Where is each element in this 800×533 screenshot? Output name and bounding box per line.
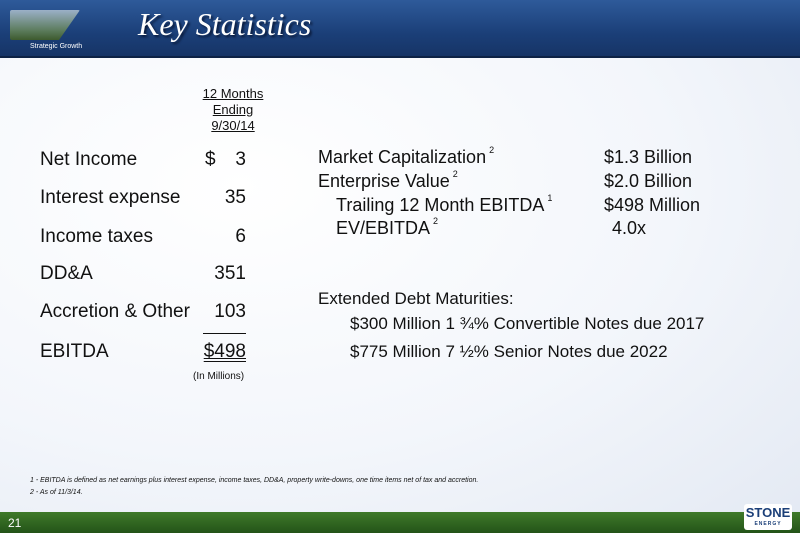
row-label-accretion: Accretion & Other [40, 301, 190, 322]
stat-label-trailing-ebitda: Trailing 12 Month EBITDA 1 [336, 193, 553, 215]
row-value-dda: 351 [214, 263, 246, 284]
debt-item: $775 Million 7 ½% Senior Notes due 2022 [350, 342, 668, 361]
footnote: 2 - As of 11/3/14. [30, 489, 83, 496]
page-number: 21 [8, 516, 22, 530]
column-header: 12 Months Ending 9/30/14 [188, 86, 278, 134]
header-bar [0, 0, 800, 58]
row-value-income-taxes: 6 [235, 226, 246, 247]
units-note: (In Millions) [193, 371, 245, 382]
row-label-ebitda: EBITDA [40, 341, 109, 362]
row-value-ebitda: $498 [203, 341, 246, 362]
sum-divider [203, 333, 246, 334]
row-value-accretion: 103 [214, 301, 246, 322]
stat-value-ev-ebitda: 4.0x [612, 218, 647, 238]
column-header-line: 12 Months [202, 86, 264, 101]
debt-item: $300 Million 1 ¾% Convertible Notes due … [350, 314, 705, 333]
currency-symbol: $ [205, 149, 216, 170]
row-label-income-taxes: Income taxes [40, 226, 153, 247]
stat-value-trailing-ebitda: $498 Million [604, 195, 701, 215]
page-title: Key Statistics [138, 6, 312, 42]
debt-heading: Extended Debt Maturities: [318, 289, 514, 308]
row-value-interest-expense: 35 [224, 187, 246, 208]
stat-label-ev-ebitda: EV/EBITDA 2 [336, 216, 439, 238]
company-logo: STONE ENERGY [744, 504, 792, 530]
footnotes: 1 - EBITDA is defined as net earnings pl… [30, 475, 478, 499]
tagline: Strategic Growth [30, 43, 83, 50]
footer-bar [0, 512, 800, 533]
row-label-interest-expense: Interest expense [40, 187, 181, 208]
column-header-line: Ending [212, 102, 254, 117]
stat-value-enterprise-value: $2.0 Billion [604, 171, 693, 191]
logo-text: STONE [745, 505, 791, 520]
row-label-net-income: Net Income [40, 149, 138, 170]
column-header-line: 9/30/14 [211, 118, 255, 133]
company-banner-logo [4, 4, 104, 56]
stat-label-market-cap: Market Capitalization 2 [318, 145, 495, 167]
footnote: 1 - EBITDA is defined as net earnings pl… [30, 477, 479, 484]
stat-label-enterprise-value: Enterprise Value 2 [318, 169, 458, 191]
landscape-image [10, 10, 80, 40]
row-label-dda: DD&A [40, 263, 93, 284]
logo-subtext: ENERGY [754, 521, 782, 527]
row-value-net-income: 3 [235, 149, 246, 170]
stat-value-market-cap: $1.3 Billion [604, 147, 693, 167]
